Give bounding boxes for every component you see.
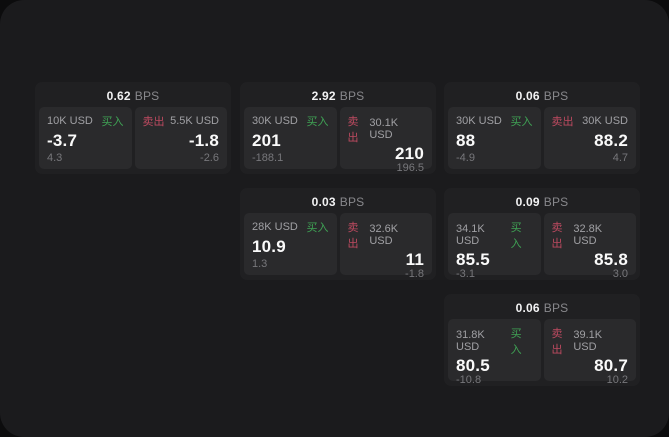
bps-header: 2.92 BPS — [244, 85, 432, 107]
buy-change: -10.8 — [456, 374, 482, 386]
bps-header: 0.09 BPS — [448, 191, 636, 213]
sell-amount: 30.1K USD — [369, 117, 399, 141]
buy-panel[interactable]: 30K USD 买入 88 -4.9 — [448, 107, 541, 169]
sell-change: 4.7 — [612, 152, 628, 164]
bps-unit-label: BPS — [339, 89, 365, 103]
sell-side-label: 卖出 — [551, 222, 563, 250]
sell-change: 3.0 — [612, 268, 628, 280]
sell-panel[interactable]: 卖出 39.1K USD 80.7 10.2 — [543, 319, 636, 386]
sell-price: 88.2 — [594, 131, 628, 150]
buy-change: -188.1 — [252, 152, 284, 164]
buy-change: 4.3 — [47, 152, 63, 164]
sell-price: -1.8 — [188, 131, 219, 150]
bps-unit-label: BPS — [339, 195, 365, 209]
sell-panel[interactable]: 卖出 5.5K USD -1.8 -2.6 — [134, 107, 227, 169]
sell-price: 210 — [395, 144, 424, 163]
sell-panel[interactable]: 卖出 32.8K USD 85.8 3.0 — [543, 213, 636, 280]
sell-change: -1.8 — [405, 268, 424, 280]
sell-amount: 39.1K USD — [573, 329, 603, 353]
buy-side-label: 买入 — [510, 328, 522, 356]
buy-change: -4.9 — [456, 152, 475, 164]
sell-side-label: 卖出 — [142, 116, 165, 128]
sell-change: 196.5 — [396, 162, 424, 174]
sell-panel[interactable]: 卖出 30K USD 88.2 4.7 — [543, 107, 636, 169]
bps-header: 0.62 BPS — [39, 85, 227, 107]
quote-card: 0.06 BPS 31.8K USD 买入 80.5 -10.8 卖出 39.1… — [444, 294, 640, 386]
bps-unit-label: BPS — [543, 89, 569, 103]
buy-panel[interactable]: 28K USD 买入 10.9 1.3 — [244, 213, 337, 275]
buy-price: 201 — [252, 131, 281, 150]
buy-amount: 10K USD — [47, 115, 93, 127]
buy-change: -3.1 — [456, 268, 475, 280]
buy-panel[interactable]: 34.1K USD 买入 85.5 -3.1 — [448, 213, 541, 280]
sell-side-label: 卖出 — [551, 328, 563, 356]
sell-side-label: 卖出 — [347, 116, 359, 144]
bps-value: 0.06 — [515, 89, 540, 103]
sell-price: 85.8 — [594, 250, 628, 269]
quote-card: 0.62 BPS 10K USD 买入 -3.7 4.3 卖出 5.5K USD… — [35, 82, 231, 174]
bps-unit-label: BPS — [543, 195, 569, 209]
bps-header: 0.06 BPS — [448, 297, 636, 319]
sell-panel[interactable]: 卖出 30.1K USD 210 196.5 — [339, 107, 432, 174]
buy-panel[interactable]: 10K USD 买入 -3.7 4.3 — [39, 107, 132, 169]
bps-value: 0.03 — [311, 195, 336, 209]
buy-side-label: 买入 — [510, 116, 533, 128]
buy-amount: 30K USD — [456, 115, 502, 127]
buy-side-label: 买入 — [306, 116, 329, 128]
quote-card: 0.06 BPS 30K USD 买入 88 -4.9 卖出 30K USD 8… — [444, 82, 640, 174]
bps-value: 0.06 — [515, 301, 540, 315]
quote-card: 2.92 BPS 30K USD 买入 201 -188.1 卖出 30.1K … — [240, 82, 436, 174]
buy-side-label: 买入 — [306, 222, 329, 234]
quote-card: 0.03 BPS 28K USD 买入 10.9 1.3 卖出 32.6K US… — [240, 188, 436, 280]
bps-value: 2.92 — [311, 89, 336, 103]
sell-amount: 32.8K USD — [573, 223, 603, 247]
bps-value: 0.09 — [515, 195, 540, 209]
bps-unit-label: BPS — [134, 89, 160, 103]
buy-price: -3.7 — [47, 131, 78, 150]
sell-price: 80.7 — [594, 356, 628, 375]
buy-amount: 34.1K USD — [456, 223, 485, 247]
buy-price: 85.5 — [456, 250, 490, 269]
buy-change: 1.3 — [252, 258, 268, 270]
buy-side-label: 买入 — [101, 116, 124, 128]
buy-side-label: 买入 — [510, 222, 522, 250]
buy-panel[interactable]: 31.8K USD 买入 80.5 -10.8 — [448, 319, 541, 386]
sell-change: 10.2 — [606, 374, 628, 386]
sell-panel[interactable]: 卖出 32.6K USD 11 -1.8 — [339, 213, 432, 280]
bps-value: 0.62 — [106, 89, 131, 103]
buy-price: 88 — [456, 131, 476, 150]
buy-amount: 30K USD — [252, 115, 298, 127]
sell-amount: 30K USD — [582, 115, 628, 127]
sell-side-label: 卖出 — [347, 222, 359, 250]
sell-amount: 5.5K USD — [170, 115, 219, 127]
sell-amount: 32.6K USD — [369, 223, 399, 247]
quote-card: 0.09 BPS 34.1K USD 买入 85.5 -3.1 卖出 32.8K… — [444, 188, 640, 280]
buy-panel[interactable]: 30K USD 买入 201 -188.1 — [244, 107, 337, 169]
bps-header: 0.03 BPS — [244, 191, 432, 213]
sell-price: 11 — [405, 250, 424, 269]
buy-amount: 31.8K USD — [456, 329, 485, 353]
bps-header: 0.06 BPS — [448, 85, 636, 107]
sell-change: -2.6 — [200, 152, 219, 164]
buy-price: 10.9 — [252, 237, 286, 256]
buy-price: 80.5 — [456, 356, 490, 375]
sell-side-label: 卖出 — [551, 116, 574, 128]
bps-unit-label: BPS — [543, 301, 569, 315]
buy-amount: 28K USD — [252, 221, 298, 233]
